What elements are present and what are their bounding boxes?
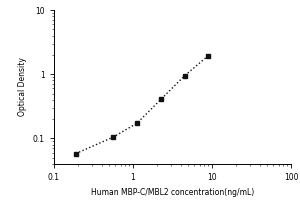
Y-axis label: Optical Density: Optical Density [18, 58, 27, 116]
X-axis label: Human MBP-C/MBL2 concentration(ng/mL): Human MBP-C/MBL2 concentration(ng/mL) [91, 188, 254, 197]
